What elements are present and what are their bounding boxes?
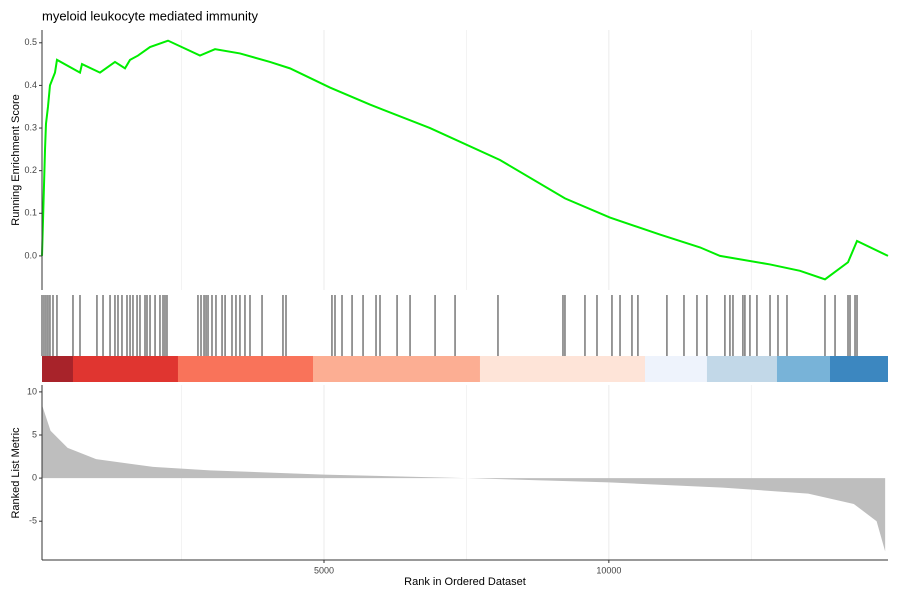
chart-title: myeloid leukocyte mediated immunity	[42, 8, 259, 23]
ranked-metric-area	[42, 404, 886, 552]
rank-band	[776, 356, 831, 382]
x-axis-label: Rank in Ordered Dataset	[404, 576, 526, 588]
y-tick-label: 0.4	[24, 80, 37, 90]
rank-band	[72, 356, 178, 382]
rank-band	[645, 356, 707, 382]
y-tick-label: 0.5	[24, 37, 37, 47]
y-tick-label: -5	[29, 516, 37, 526]
x-tick-label: 5000	[314, 565, 334, 575]
y-tick-label: 0.1	[24, 208, 37, 218]
y-tick-label: 0.3	[24, 122, 37, 132]
y-axis-label: Ranked List Metric	[10, 427, 22, 519]
rank-band	[706, 356, 777, 382]
running-es-line	[41, 39, 889, 281]
rank-band	[479, 356, 646, 382]
rank-band	[177, 356, 314, 382]
rank-band	[830, 356, 888, 382]
rank-band	[42, 356, 73, 382]
y-tick-label: 10	[27, 386, 37, 396]
y-tick-label: 5	[32, 429, 37, 439]
y-axis-label: Running Enrichment Score	[10, 94, 22, 225]
y-tick-label: 0.0	[24, 250, 37, 260]
rank-band	[313, 356, 480, 382]
y-tick-label: 0	[32, 472, 37, 482]
x-tick-label: 10000	[596, 565, 621, 575]
y-tick-label: 0.2	[24, 165, 37, 175]
